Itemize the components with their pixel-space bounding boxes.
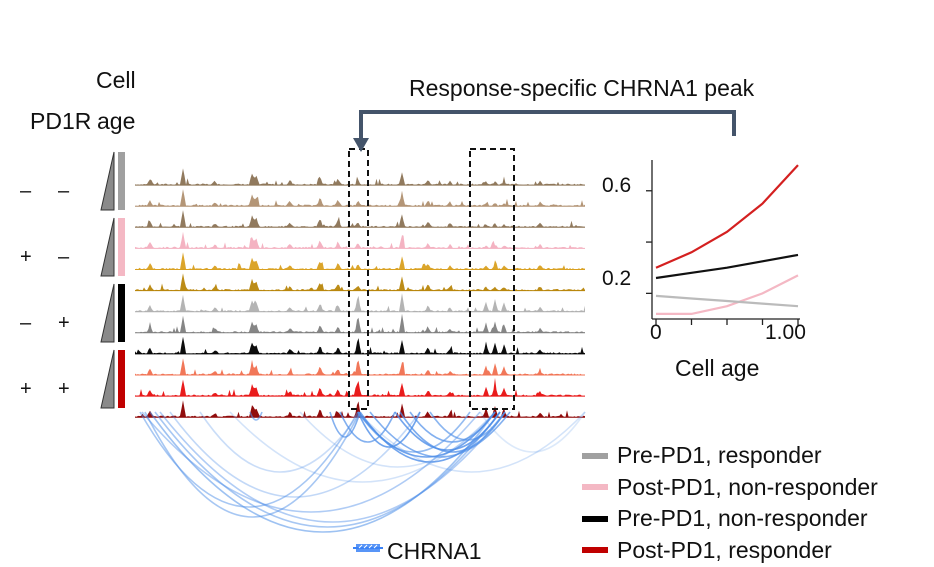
coverage-track [135, 231, 585, 249]
group-color-bars [118, 152, 125, 408]
legend-item: Pre-PD1, responder [582, 440, 878, 472]
coverage-track [135, 336, 585, 355]
pd1-sign: – [20, 180, 32, 202]
x-tick-0: 0 [650, 321, 662, 344]
group-bar [118, 218, 125, 276]
age-wedge [100, 349, 115, 409]
series-line [655, 294, 799, 308]
coaccess-arc [199, 411, 361, 473]
coaccess-arc [169, 411, 421, 498]
coaccess-arc [479, 411, 586, 453]
coaccess-arc [249, 411, 263, 421]
coaccess-arc [154, 411, 501, 528]
coaccess-arc [329, 411, 361, 438]
coverage-track [135, 358, 585, 376]
response-sign: + [58, 378, 70, 400]
x-axis-title: Cell age [675, 355, 760, 381]
coaccess-arc [299, 411, 496, 468]
coaccess-arc [394, 411, 501, 451]
response-sign: – [58, 246, 70, 268]
coaccess-arc [149, 411, 496, 533]
pd1-sign: + [20, 246, 32, 268]
line-chart [646, 160, 800, 325]
coaccess-arc [429, 411, 506, 441]
coaccess-arc [357, 411, 586, 473]
age-header: age [97, 108, 136, 134]
x-tick-1: 1.00 [765, 321, 806, 344]
pd1-sign: + [20, 378, 32, 400]
coaccess-arc [339, 411, 396, 443]
coaccess-arc [369, 411, 511, 458]
coaccess-arc [229, 411, 496, 483]
legend-label: Pre-PD1, non-responder [617, 505, 868, 532]
coverage-track [135, 168, 585, 186]
coverage-track [135, 189, 585, 207]
cell-header: Cell [96, 67, 136, 93]
legend-swatch [582, 484, 608, 491]
y-tick-0.2: 0.2 [602, 267, 632, 290]
coverage-track [135, 210, 585, 228]
series-line [656, 274, 799, 315]
coaccess-arc [141, 411, 481, 513]
coaccess-arc [159, 411, 506, 523]
coverage-track [135, 273, 585, 292]
coaccessibility-arcs [139, 411, 586, 533]
pd1r-header: PD1R [30, 108, 92, 134]
coverage-track [135, 377, 585, 397]
coaccess-arc [409, 411, 496, 443]
response-sign: – [58, 180, 70, 202]
group-bar [118, 284, 125, 342]
y-tick-0.6: 0.6 [602, 174, 632, 197]
coaccess-arc [357, 411, 421, 448]
response-sign: + [58, 312, 70, 334]
legend-swatch [582, 547, 608, 554]
coverage-track [135, 293, 585, 313]
cell-age-wedges [100, 151, 115, 409]
legend-label: Post-PD1, non-responder [617, 473, 878, 500]
pd1-sign: – [20, 312, 32, 334]
series-line [655, 164, 799, 269]
annotation-label: Response-specific CHRNA1 peak [409, 75, 755, 101]
gene-model [353, 544, 383, 552]
legend-label: Post-PD1, responder [617, 536, 832, 563]
coverage-track [135, 252, 585, 270]
coverage-tracks [135, 168, 585, 418]
legend-item: Post-PD1, non-responder [582, 472, 878, 504]
gene-label: CHRNA1 [387, 538, 482, 564]
annotation-arrow [353, 110, 736, 152]
legend-label: Pre-PD1, responder [617, 442, 822, 469]
coaccess-arc [144, 411, 361, 518]
distal-peak-box [469, 148, 515, 410]
group-bar [118, 152, 125, 210]
legend-item: Pre-PD1, non-responder [582, 503, 878, 535]
coaccess-arc [357, 411, 471, 453]
legend-swatch [582, 515, 608, 522]
legend-swatch [582, 452, 608, 459]
legend: Pre-PD1, responder Post-PD1, non-respond… [582, 440, 878, 566]
age-wedge [100, 217, 115, 277]
coverage-track [135, 313, 585, 334]
highlight-boxes [348, 148, 515, 410]
legend-item: Post-PD1, responder [582, 535, 878, 567]
series-line [655, 253, 799, 280]
age-wedge [100, 151, 115, 211]
coaccess-arc [139, 411, 359, 508]
age-wedge [100, 283, 115, 343]
group-bar [118, 350, 125, 408]
